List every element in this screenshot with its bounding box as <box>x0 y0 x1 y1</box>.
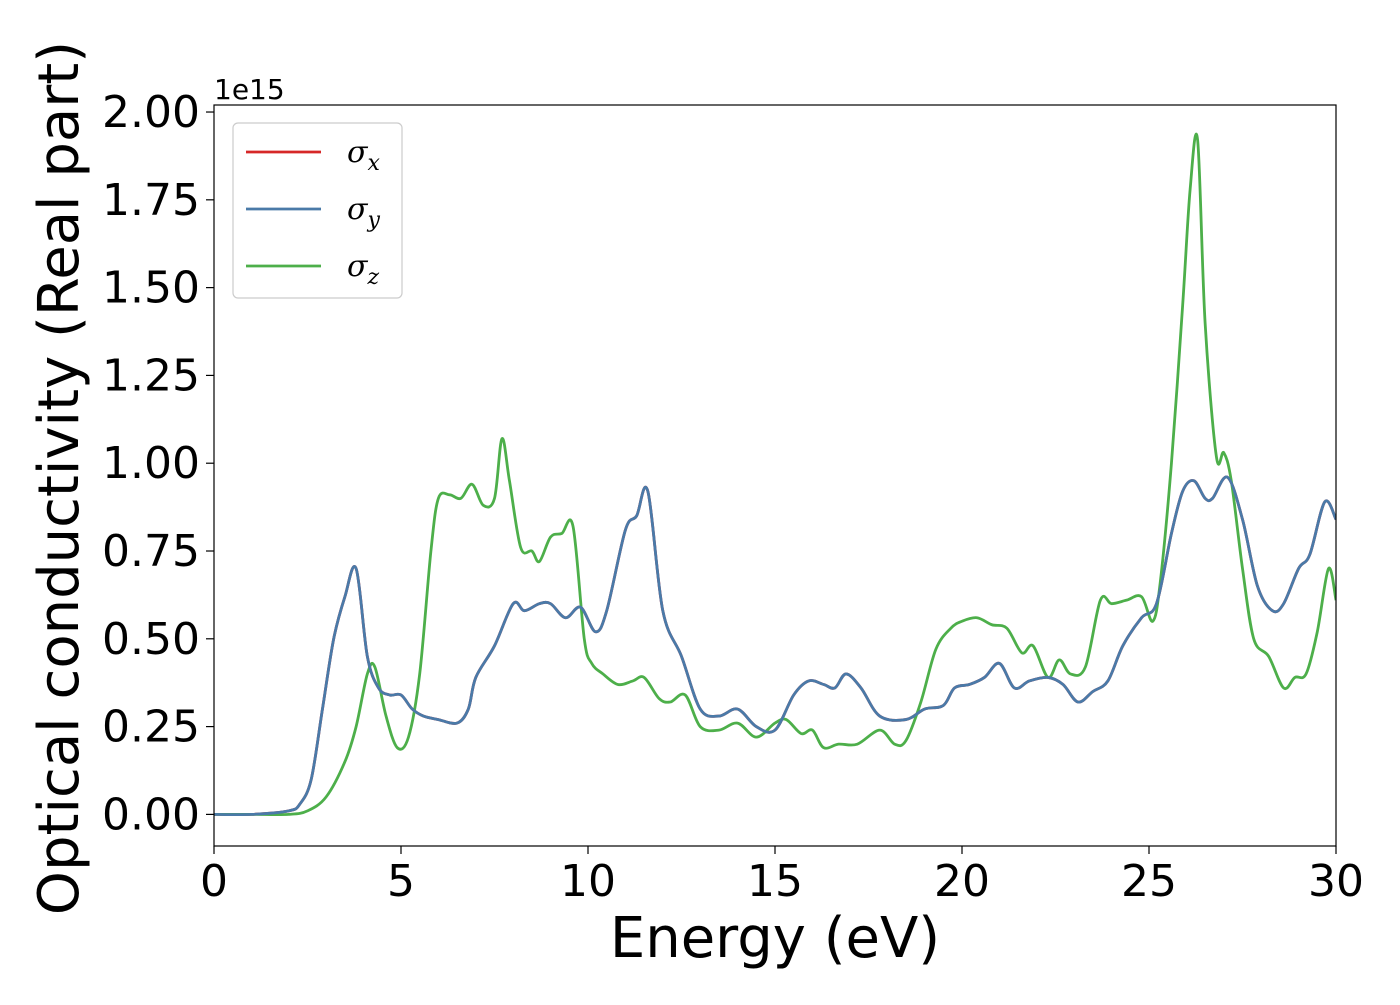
x-tick-label: 10 <box>560 856 616 907</box>
legend-label-y: σy <box>347 192 380 233</box>
series-layer <box>214 132 1336 817</box>
x-tick-label: 0 <box>200 856 228 907</box>
y-tick-label: 0.75 <box>102 526 200 577</box>
legend-items: σx σy σz <box>246 135 380 290</box>
y-multiplier-label: 1e15 <box>214 73 285 106</box>
ticks-layer: 0 5 10 15 20 25 30 0.00 0.25 0.50 0.75 1.00 1.25 1.50… <box>102 87 1364 907</box>
legend-label-x: σx <box>347 135 380 176</box>
x-tick-label: 5 <box>387 856 415 907</box>
legend-label-z: σz <box>347 249 379 290</box>
y-tick-label: 1.00 <box>102 438 200 489</box>
x-tick-label: 25 <box>1121 856 1177 907</box>
series-line-z <box>214 132 1336 817</box>
y-tick-label: 1.50 <box>102 263 200 314</box>
x-axis-title: Energy (eV) <box>610 906 940 971</box>
y-tick-label: 0.00 <box>102 789 200 840</box>
y-tick-label: 0.50 <box>102 614 200 665</box>
x-tick-label: 15 <box>747 856 803 907</box>
series-line-x <box>214 475 1336 817</box>
y-axis-title: Optical conductivity (Real part) <box>27 41 92 915</box>
legend-box <box>232 122 403 299</box>
y-tick-label: 0.25 <box>102 702 200 753</box>
legend: σx σy σz <box>232 122 403 299</box>
y-tick-label: 2.00 <box>102 87 200 138</box>
y-tick-label: 1.25 <box>102 350 200 401</box>
x-tick-label: 30 <box>1308 856 1364 907</box>
y-tick-label: 1.75 <box>102 175 200 226</box>
x-tick-label: 20 <box>934 856 990 907</box>
series-line-y <box>214 475 1336 817</box>
